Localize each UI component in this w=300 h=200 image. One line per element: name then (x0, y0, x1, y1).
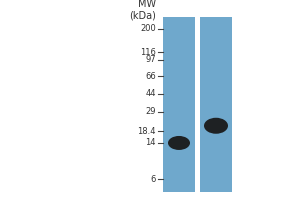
Text: 116: 116 (140, 48, 156, 57)
Ellipse shape (168, 136, 190, 150)
Text: 44: 44 (146, 89, 156, 98)
Bar (163, 17, 195, 192)
Bar (200, 17, 232, 192)
Text: 97: 97 (146, 55, 156, 64)
Text: 66: 66 (145, 72, 156, 81)
Text: 200: 200 (140, 24, 156, 33)
Text: 18.4: 18.4 (137, 127, 156, 136)
Text: MW
(kDa): MW (kDa) (129, 0, 156, 21)
Text: 6: 6 (151, 175, 156, 184)
Text: 29: 29 (146, 107, 156, 116)
Text: 14: 14 (146, 138, 156, 147)
Ellipse shape (204, 118, 228, 134)
